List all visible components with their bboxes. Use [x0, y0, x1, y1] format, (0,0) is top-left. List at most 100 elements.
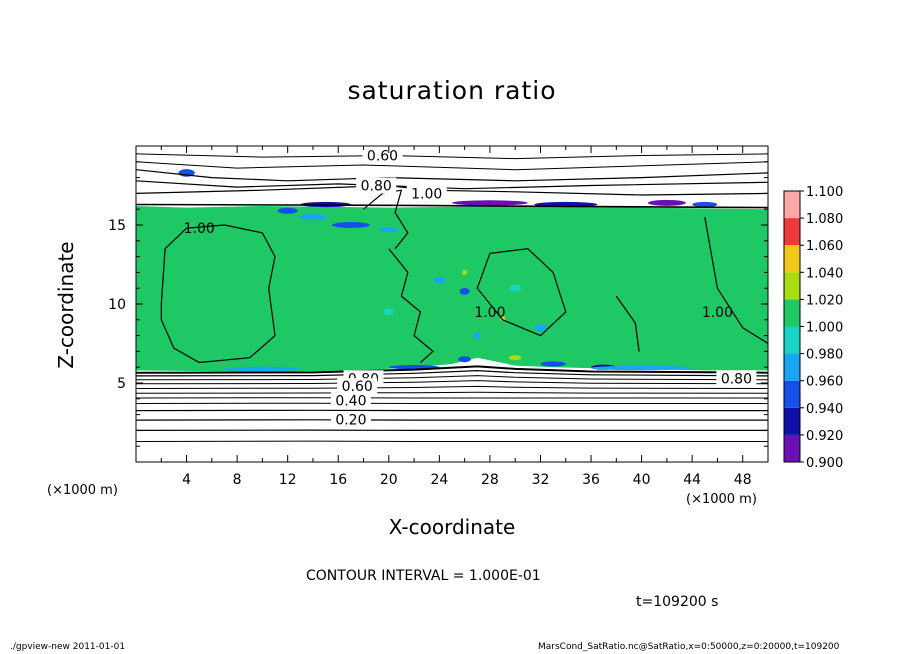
- contour-line: [136, 180, 768, 190]
- contour-label-bg: [716, 370, 757, 387]
- contour-label-bg: [330, 411, 371, 428]
- contour-label: 0.60: [367, 149, 398, 165]
- y-tick-label: 10: [108, 297, 126, 313]
- contour-label: 0.40: [335, 393, 366, 409]
- contour-label: 0.80: [361, 179, 392, 195]
- color-patch: [458, 356, 471, 363]
- colorbar-label: 1.020: [806, 293, 843, 308]
- plot-area: 0.600.801.001.001.001.000.800.800.600.40…: [136, 146, 768, 462]
- color-patch: [224, 366, 301, 371]
- contour-line: [136, 380, 768, 385]
- contour-line: [136, 391, 768, 394]
- x-tick-label: 12: [279, 472, 297, 488]
- contour-line: [136, 153, 768, 160]
- color-patch: [433, 276, 446, 284]
- color-patch: [534, 324, 547, 332]
- x-unit-label-left: (×1000 m): [47, 483, 118, 498]
- color-patch: [647, 199, 686, 206]
- colorbar-label: 0.960: [806, 375, 843, 390]
- colorbar-label: 0.900: [806, 456, 843, 471]
- color-patch: [591, 365, 693, 371]
- color-patch: [473, 332, 482, 339]
- colorbar-label: 1.080: [806, 212, 843, 227]
- contour-line: [136, 375, 768, 381]
- colorbar-band: [784, 218, 800, 246]
- contour-label-bg: [356, 177, 397, 194]
- chart-title: saturation ratio: [347, 76, 557, 105]
- x-tick-label: 24: [430, 472, 448, 488]
- contour-interval-label: CONTOUR INTERVAL = 1.000E-01: [306, 568, 541, 584]
- contour-label: 0.60: [342, 379, 373, 395]
- color-patch: [299, 214, 327, 221]
- x-axis: 4 8 12 16 20 24 28 32 36 40 44 48: [160, 146, 752, 488]
- colorbar-band: [784, 245, 800, 273]
- colorbar: 0.900 0.920 0.940 0.960 0.980 1.000 1.020 1.040…: [783, 185, 843, 471]
- colorbar-band: [784, 434, 800, 462]
- colorbar-band: [784, 353, 800, 381]
- contour-label: 1.00: [411, 186, 442, 202]
- contour-label-bg: [330, 392, 371, 409]
- contour-line: [136, 203, 768, 209]
- x-tick-label: 40: [633, 472, 651, 488]
- color-patch: [692, 201, 718, 208]
- contour-line: [388, 248, 434, 363]
- colorbar-label: 1.040: [806, 266, 843, 281]
- y-tick-label: 15: [108, 218, 126, 234]
- contour-label-bg: [362, 147, 403, 164]
- x-unit-label-right: (×1000 m): [686, 492, 757, 507]
- x-axis-label: X-coordinate: [388, 515, 516, 539]
- colorbar-label: 0.940: [806, 402, 843, 417]
- contour-label: 1.00: [702, 305, 733, 321]
- colorbar-band: [784, 299, 800, 327]
- color-patch: [500, 315, 506, 321]
- colorbar-band: [784, 380, 800, 408]
- contour-label: 1.00: [474, 305, 505, 321]
- colorbar-band: [784, 407, 800, 435]
- y-axis: 5 10 15: [108, 161, 768, 447]
- contour-line: [136, 385, 768, 389]
- contour-label: 0.80: [721, 371, 752, 387]
- colorbar-label: 1.060: [806, 239, 843, 254]
- x-tick-label: 32: [532, 472, 550, 488]
- x-tick-label: 8: [233, 472, 242, 488]
- contour-label: 1.00: [184, 221, 215, 237]
- color-patch: [540, 361, 566, 367]
- color-patch: [462, 269, 468, 275]
- color-patch: [508, 284, 522, 292]
- colorbar-band: [784, 191, 800, 219]
- x-tick-label: 20: [380, 472, 398, 488]
- color-patch: [459, 288, 470, 295]
- color-patch: [331, 222, 370, 228]
- color-patch: [379, 227, 399, 233]
- color-patch: [383, 308, 394, 316]
- x-tick-label: 44: [683, 472, 701, 488]
- contour-line: [160, 224, 276, 364]
- contour-line: [136, 365, 768, 374]
- x-tick-label: 48: [734, 472, 752, 488]
- x-tick-label: 16: [329, 472, 347, 488]
- contour-label-bg: [406, 185, 447, 202]
- footer-left-text: ./gpview-new 2011-01-01: [10, 642, 126, 652]
- contour-line: [615, 295, 640, 352]
- x-tick-label: 28: [481, 472, 499, 488]
- contour-line: [136, 369, 768, 377]
- colorbar-band: [784, 272, 800, 300]
- contour-line: [136, 161, 768, 171]
- colorbar-label: 0.920: [806, 429, 843, 444]
- contour-label-bg: [337, 378, 378, 395]
- y-tick-label: 5: [117, 376, 126, 392]
- contour-line: [363, 189, 409, 250]
- contour-line: [476, 248, 567, 337]
- contour-line: [704, 216, 768, 345]
- x-tick-label: 4: [182, 472, 191, 488]
- contour-label: 0.20: [335, 412, 366, 428]
- time-label: t=109200 s: [636, 594, 719, 610]
- color-patch: [277, 207, 298, 214]
- colorbar-label: 1.100: [806, 185, 843, 200]
- colorbar-band: [784, 326, 800, 354]
- footer-right-text: MarsCond_SatRatio.nc@SatRatio,x=0:50000,…: [538, 642, 840, 652]
- x-tick-label: 36: [582, 472, 600, 488]
- colorbar-label: 1.000: [806, 321, 843, 336]
- color-patch: [452, 200, 528, 206]
